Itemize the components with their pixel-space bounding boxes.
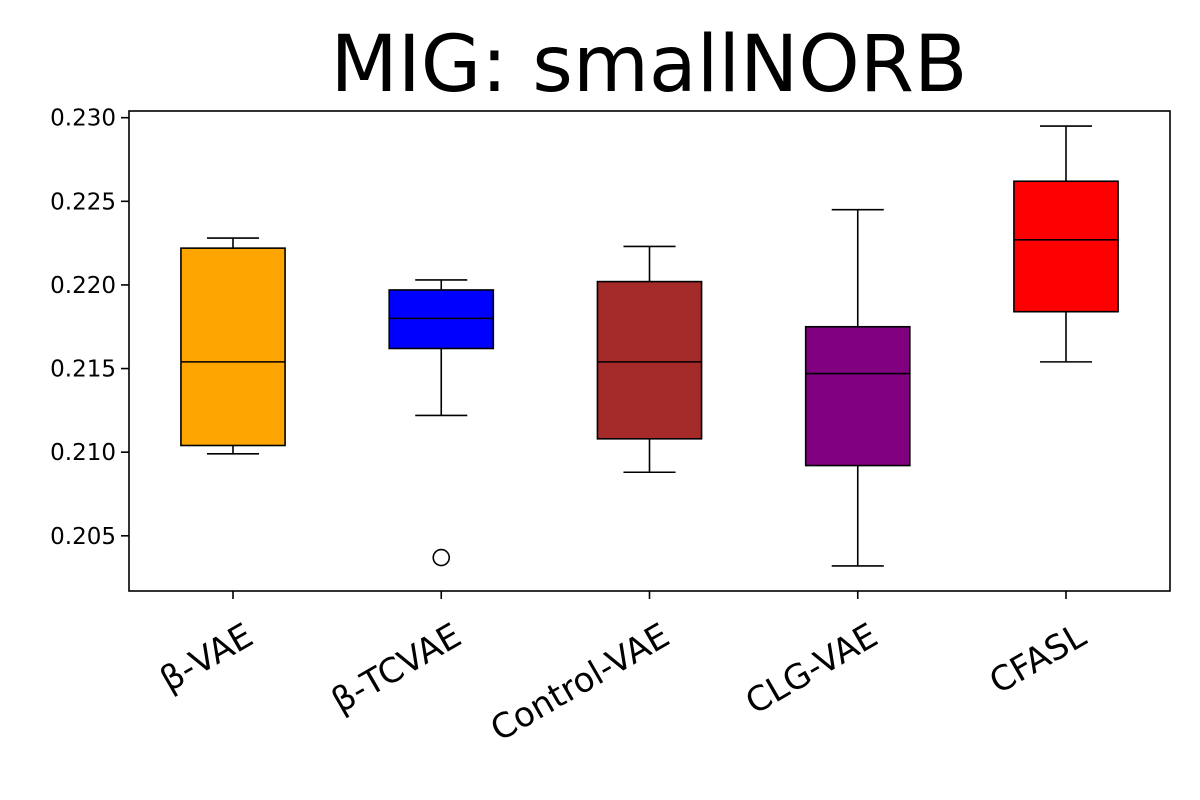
box-group (180, 237, 286, 455)
y-tick-label: 0.210 (50, 440, 116, 466)
chart-title: MIG: smallNORB (330, 20, 967, 110)
y-tick-label: 0.225 (50, 189, 116, 215)
y-tick-label: 0.220 (50, 273, 116, 299)
box (388, 289, 495, 350)
x-axis: β-VAE β-TCVAE Control-VAE CLG-VAE CFASL (153, 591, 1093, 750)
box (1013, 180, 1119, 313)
plot-area (180, 125, 1119, 567)
box (804, 325, 911, 467)
outlier-point (432, 548, 451, 567)
box-group (388, 279, 495, 567)
y-axis: 0.205 0.210 0.215 0.220 0.225 0.230 (50, 106, 129, 550)
x-tick-label: β-TCVAE (325, 616, 468, 722)
x-tick-label: CFASL (983, 616, 1093, 703)
x-tick-label: β-VAE (153, 616, 259, 701)
x-tick-label: Control-VAE (484, 616, 676, 750)
x-tick-label: CLG-VAE (739, 616, 885, 723)
box-group (804, 208, 911, 567)
box (180, 247, 286, 447)
y-tick-label: 0.230 (50, 106, 116, 132)
y-tick-label: 0.205 (50, 524, 116, 550)
box-group (596, 245, 703, 474)
y-tick-label: 0.215 (50, 357, 116, 383)
box-group (1013, 125, 1119, 363)
box (596, 280, 703, 440)
